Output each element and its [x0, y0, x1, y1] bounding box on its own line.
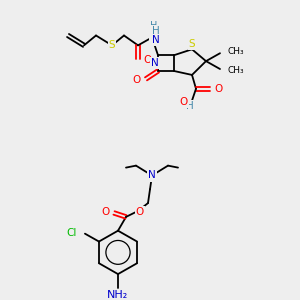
Text: N: N: [151, 58, 159, 68]
Text: N: N: [148, 170, 156, 181]
Text: NH₂: NH₂: [107, 290, 129, 300]
Text: O: O: [143, 55, 151, 65]
Text: CH₃: CH₃: [228, 47, 244, 56]
Text: N: N: [152, 35, 160, 45]
Text: S: S: [109, 40, 115, 50]
Text: H: H: [152, 26, 160, 36]
Text: O: O: [133, 75, 141, 85]
Text: O: O: [102, 207, 110, 217]
Text: CH₃: CH₃: [228, 67, 244, 76]
Text: H
N: H N: [150, 21, 158, 42]
Text: O: O: [136, 207, 144, 217]
Text: S: S: [189, 39, 195, 50]
Text: O: O: [214, 84, 222, 94]
Text: H: H: [186, 101, 194, 112]
Text: Cl: Cl: [67, 228, 77, 238]
Text: H: H: [150, 26, 158, 37]
Text: O: O: [180, 97, 188, 106]
